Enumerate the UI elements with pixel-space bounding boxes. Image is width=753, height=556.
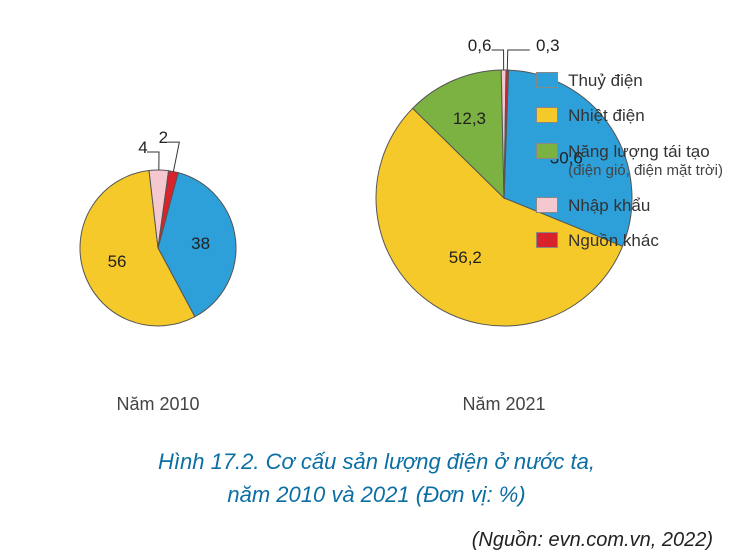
chart-year-label: Năm 2021 bbox=[462, 394, 545, 415]
legend-swatch bbox=[536, 197, 558, 213]
slice-value-label: 0,6 bbox=[468, 36, 492, 55]
caption-line-2: năm 2010 và 2021 (Đơn vị: %) bbox=[227, 482, 525, 507]
slice-value-label: 38 bbox=[191, 234, 210, 253]
legend-label: Thuỷ điện bbox=[568, 70, 643, 91]
chart-year-label: Năm 2010 bbox=[116, 394, 199, 415]
slice-value-label: 2 bbox=[159, 128, 168, 147]
slice-value-label: 56,2 bbox=[449, 248, 482, 267]
slice-value-label: 4 bbox=[138, 138, 147, 157]
legend-swatch bbox=[536, 107, 558, 123]
legend-swatch bbox=[536, 232, 558, 248]
figure-source: (Nguồn: evn.com.vn, 2022) bbox=[10, 529, 743, 552]
pie-chart-2010: 38 56 42 Năm 2010 bbox=[30, 120, 286, 415]
caption-line-1: Hình 17.2. Cơ cấu sản lượng điện ở nước … bbox=[158, 449, 595, 474]
legend-swatch bbox=[536, 72, 558, 88]
legend-item: Nhập khẩu bbox=[536, 195, 723, 216]
legend: Thuỷ điện Nhiệt điện Năng lượng tái tạo(đi… bbox=[536, 70, 723, 265]
legend-item: Thuỷ điện bbox=[536, 70, 723, 91]
slice-value-label: 0,3 bbox=[536, 36, 560, 55]
legend-label: Nguồn khác bbox=[568, 230, 659, 251]
slice-value-label: 12,3 bbox=[453, 109, 486, 128]
slice-value-label: 56 bbox=[108, 252, 127, 271]
legend-item: Năng lượng tái tạo(điện gió, điện mặt tr… bbox=[536, 141, 723, 181]
legend-item: Nguồn khác bbox=[536, 230, 723, 251]
legend-label: Nhập khẩu bbox=[568, 195, 650, 216]
legend-label: Nhiệt điện bbox=[568, 105, 645, 126]
legend-swatch bbox=[536, 143, 558, 159]
legend-item: Nhiệt điện bbox=[536, 105, 723, 126]
legend-label: Năng lượng tái tạo(điện gió, điện mặt tr… bbox=[568, 141, 723, 181]
figure-caption: Hình 17.2. Cơ cấu sản lượng điện ở nước … bbox=[10, 445, 743, 511]
